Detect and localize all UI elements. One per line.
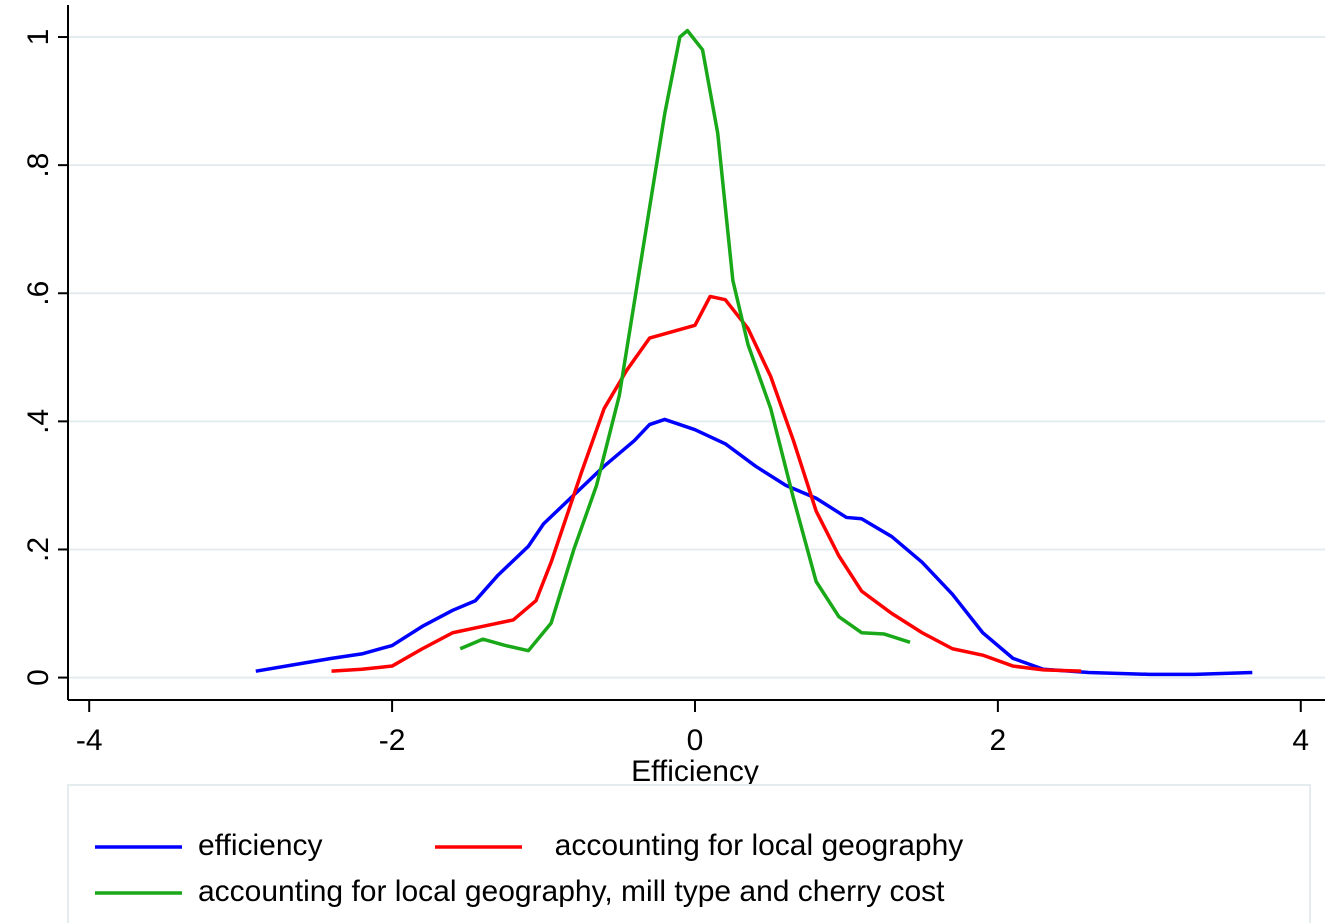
y-tick-label: .8 xyxy=(22,153,55,178)
x-tick-label: -4 xyxy=(76,724,103,757)
y-tick-label: 0 xyxy=(22,669,55,686)
x-tick-label: 0 xyxy=(687,724,704,757)
legend-box xyxy=(67,784,1311,923)
legend-label: accounting for local geography, mill typ… xyxy=(198,875,945,908)
y-tick-label: .6 xyxy=(22,281,55,306)
density-line xyxy=(331,294,1082,673)
density-line xyxy=(459,28,911,653)
y-tick-label: 1 xyxy=(22,29,55,46)
legend-label: efficiency xyxy=(198,829,323,862)
x-axis-label: Efficiency xyxy=(631,755,759,788)
x-tick-label: 2 xyxy=(990,724,1007,757)
density-line xyxy=(255,417,1253,677)
legend-label: accounting for local geography xyxy=(538,829,963,862)
y-tick-label: .4 xyxy=(22,409,55,434)
x-tick-label: -2 xyxy=(379,724,406,757)
y-tick-label: .2 xyxy=(22,537,55,562)
x-tick-label: 4 xyxy=(1292,724,1309,757)
